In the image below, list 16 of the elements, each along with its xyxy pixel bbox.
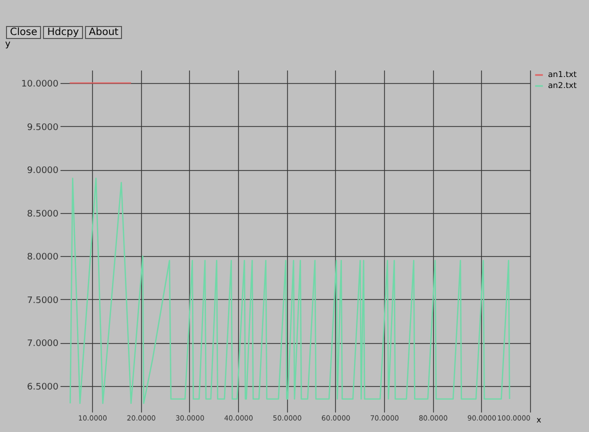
button: Hdcpy — [43, 26, 83, 39]
legend-label: an1.txt — [548, 70, 577, 79]
y-tick-label: 6.5000 — [27, 382, 59, 393]
y-tick-label: 8.0000 — [27, 252, 59, 263]
y-tick-label: 8.5000 — [27, 209, 59, 220]
button: Close — [6, 26, 42, 39]
y-axis-title: y — [5, 40, 12, 50]
line-series — [70, 178, 510, 404]
y-tick-label: 9.0000 — [27, 166, 59, 176]
button: About — [84, 26, 122, 39]
x-axis-title: x — [536, 416, 542, 424]
y-tick-label: 9.5000 — [27, 122, 59, 133]
y-tick-label: 10.0000 — [21, 79, 59, 90]
y-tick-label: 7.0000 — [27, 339, 59, 350]
legend-label: an2.txt — [548, 81, 577, 90]
y-tick-label: 7.5000 — [27, 296, 59, 306]
